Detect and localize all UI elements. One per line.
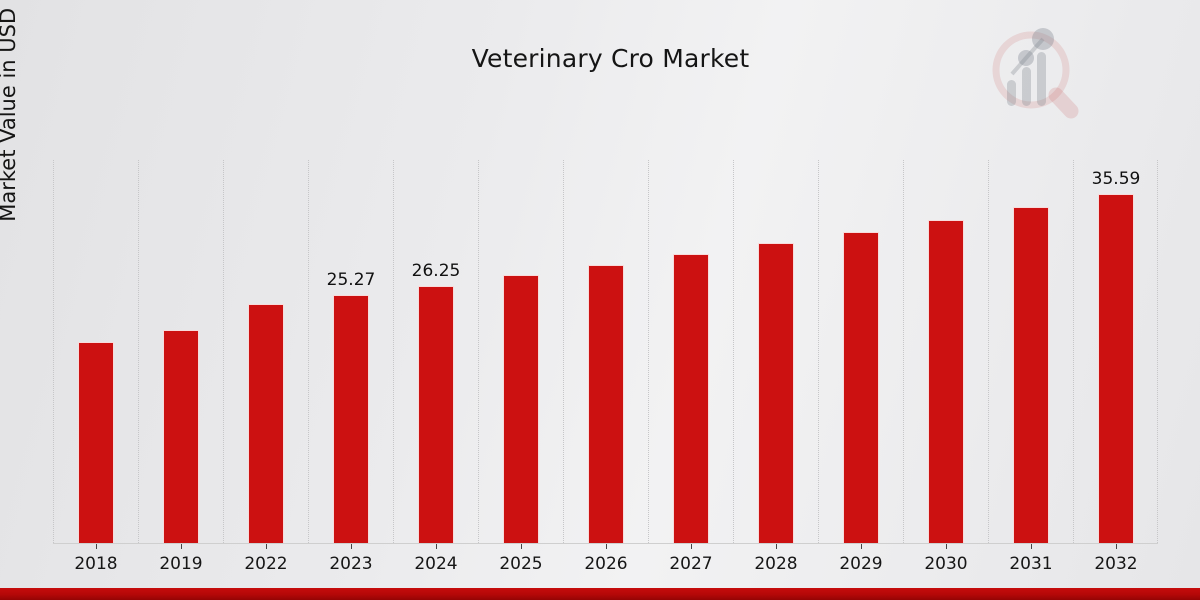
plot-area: 2018 2019 2022 25.27 2023 26.25 2024 2025 2026 20… xyxy=(53,160,1158,574)
bar-2027 xyxy=(673,254,709,543)
x-axis-label-2030: 2030 xyxy=(924,554,968,574)
y-axis-label: Market Value in USD Billion xyxy=(0,0,20,222)
x-axis-label-2022: 2022 xyxy=(244,554,288,574)
bar-2026 xyxy=(588,265,624,543)
plot-column: 2031 xyxy=(988,160,1073,574)
x-axis-tick xyxy=(691,544,692,549)
chart-title: Veterinary Cro Market xyxy=(471,44,750,73)
x-axis-label-2031: 2031 xyxy=(1009,554,1053,574)
x-axis-label-2019: 2019 xyxy=(159,554,203,574)
x-axis-tick xyxy=(266,544,267,549)
plot-column: 25.27 2023 xyxy=(308,160,393,574)
plot-column: 2022 xyxy=(223,160,308,574)
plot-column: 2018 xyxy=(53,160,138,574)
logo-bars-icon xyxy=(1007,52,1046,106)
bar-2022 xyxy=(248,304,284,543)
x-axis-tick xyxy=(351,544,352,549)
x-axis-tick xyxy=(1031,544,1032,549)
bar-2032 xyxy=(1098,194,1134,543)
x-axis-tick xyxy=(946,544,947,549)
x-axis-label-2024: 2024 xyxy=(414,554,458,574)
plot-column: 2030 xyxy=(903,160,988,574)
x-axis-tick xyxy=(436,544,437,549)
magnifier-icon xyxy=(992,31,1079,119)
x-axis-label-2028: 2028 xyxy=(754,554,798,574)
bar-2030 xyxy=(928,220,964,543)
bar-2031 xyxy=(1013,207,1049,543)
plot-column: 2027 xyxy=(648,160,733,574)
x-axis-tick xyxy=(1116,544,1117,549)
x-axis-label-2032: 2032 xyxy=(1094,554,1138,574)
plot-column: 2026 xyxy=(563,160,648,574)
plot-column: 35.59 2032 xyxy=(1073,160,1158,574)
bar-2024 xyxy=(418,286,454,543)
gridline-right-edge xyxy=(1157,160,1158,543)
bar-value-label-2023: 25.27 xyxy=(326,270,376,290)
x-axis-label-2029: 2029 xyxy=(839,554,883,574)
bar-value-label-2024: 26.25 xyxy=(411,261,461,281)
x-axis-tick xyxy=(861,544,862,549)
plot-column: 2029 xyxy=(818,160,903,574)
bar-2019 xyxy=(163,330,199,543)
plot-column: 2028 xyxy=(733,160,818,574)
bar-2023 xyxy=(333,295,369,543)
bar-2029 xyxy=(843,232,879,543)
x-axis-tick xyxy=(96,544,97,549)
x-axis-tick xyxy=(521,544,522,549)
x-axis-label-2023: 2023 xyxy=(329,554,373,574)
plot-column: 26.25 2024 xyxy=(393,160,478,574)
x-axis-tick xyxy=(776,544,777,549)
bar-2025 xyxy=(503,275,539,543)
plot-column: 2019 xyxy=(138,160,223,574)
x-axis-label-2018: 2018 xyxy=(74,554,118,574)
logo-trend-icon xyxy=(1010,28,1054,76)
brand-logo-icon xyxy=(992,28,1079,119)
footer-accent-band xyxy=(0,588,1200,600)
x-axis-tick xyxy=(606,544,607,549)
bar-2028 xyxy=(758,243,794,543)
x-axis-label-2025: 2025 xyxy=(499,554,543,574)
bar-2018 xyxy=(78,342,114,543)
x-axis-label-2026: 2026 xyxy=(584,554,628,574)
plot-column: 2025 xyxy=(478,160,563,574)
bar-value-label-2032: 35.59 xyxy=(1091,169,1141,189)
x-axis-label-2027: 2027 xyxy=(669,554,713,574)
x-axis-tick xyxy=(181,544,182,549)
